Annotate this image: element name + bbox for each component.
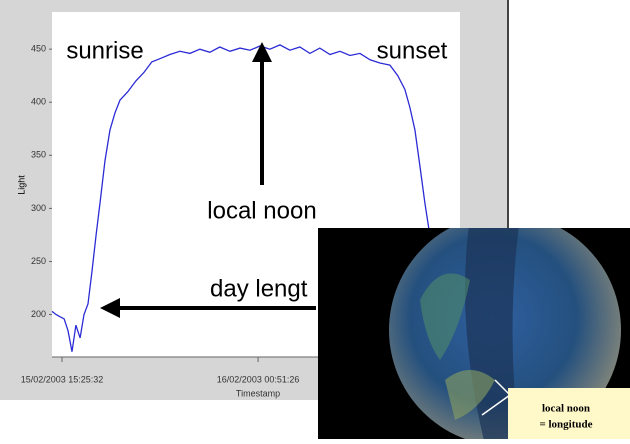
y-tick-label: 200 — [31, 309, 46, 319]
y-tick-label: 350 — [31, 150, 46, 160]
inset-label: = longitude — [539, 419, 592, 431]
x-tick-label: 16/02/2003 00:51:26 — [217, 374, 300, 384]
land — [445, 370, 495, 420]
inset-image: local noon = longitude — [318, 228, 630, 439]
annotation: sunrise — [66, 37, 143, 64]
land — [420, 273, 470, 360]
y-tick-label: 300 — [31, 203, 46, 213]
y-tick-label: 250 — [31, 256, 46, 266]
pointer — [481, 394, 511, 416]
y-tick-label: 400 — [31, 97, 46, 107]
annotation: day lengt — [210, 275, 308, 302]
annotation: local noon — [207, 197, 316, 224]
pointer — [494, 379, 511, 396]
inset-label-box — [508, 388, 630, 439]
line — [51, 44, 431, 352]
annotation: sunset — [377, 37, 448, 64]
x-axis-label: Timestamp — [236, 388, 280, 398]
inset-label: local noon — [542, 403, 590, 415]
x-tick-label: 15/02/2003 15:25:32 — [21, 374, 104, 384]
y-axis-label: Light — [16, 175, 26, 195]
y-tick-label: 450 — [31, 44, 46, 54]
